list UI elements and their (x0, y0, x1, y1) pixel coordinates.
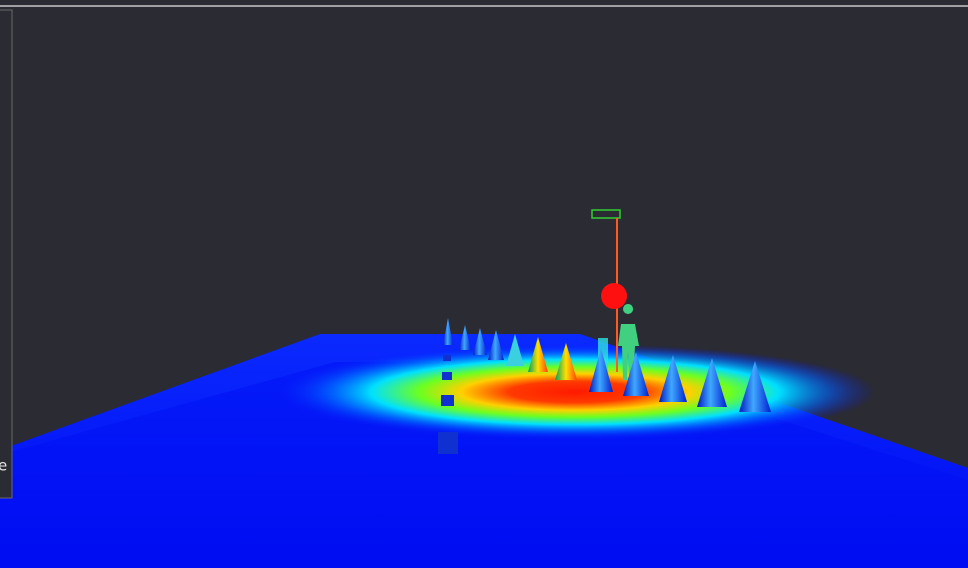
lane-marker (442, 372, 452, 380)
lane-marker (438, 432, 458, 454)
side-panel-label: e (0, 457, 7, 475)
lane-marker (441, 395, 454, 406)
lane-marker (443, 355, 451, 361)
heatmap (275, 344, 875, 440)
side-panel (0, 10, 12, 498)
viewport-3d: e (0, 0, 968, 568)
page: e (() => { const data = JSON.parse(docum… (0, 0, 968, 568)
sphere (601, 283, 627, 309)
